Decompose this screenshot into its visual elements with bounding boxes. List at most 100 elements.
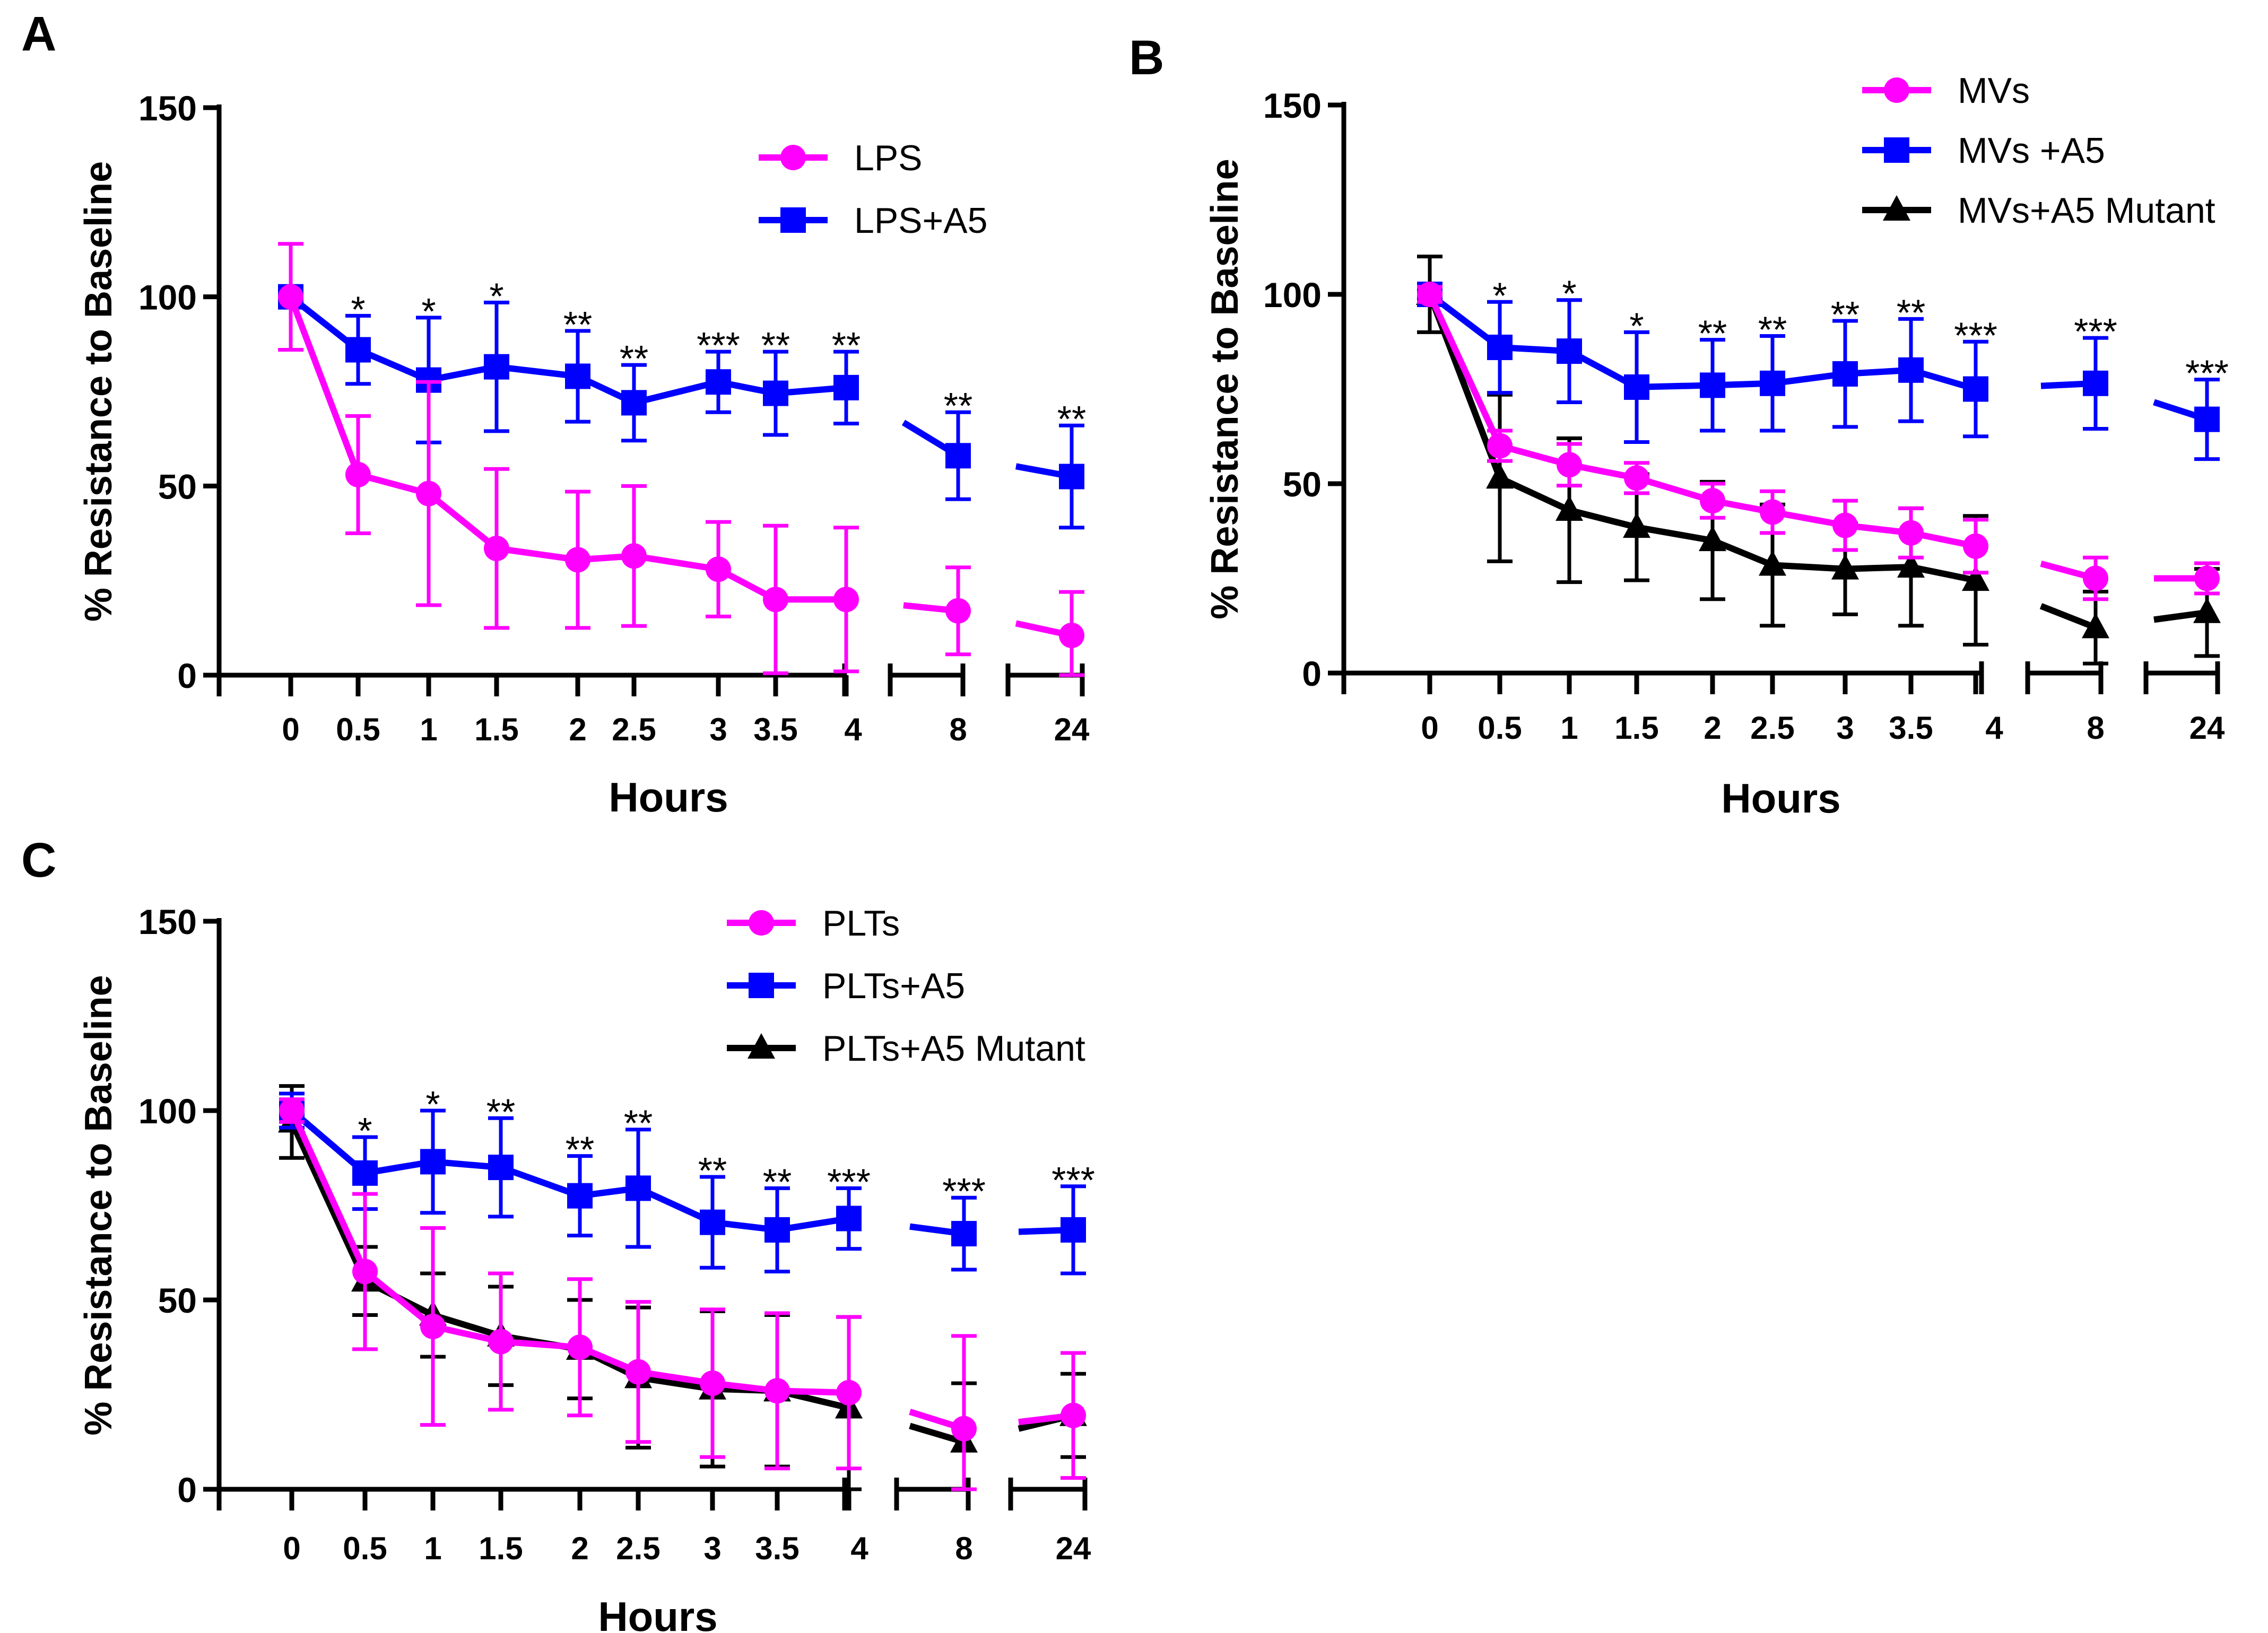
data-point	[1061, 1402, 1086, 1428]
data-point	[763, 380, 788, 406]
data-point	[352, 1160, 378, 1186]
legend-label: PLTs	[822, 903, 900, 944]
data-point	[1487, 433, 1513, 459]
significance-label: **	[761, 325, 790, 366]
legend-marker	[749, 910, 774, 936]
x-tick-label: 2.5	[1750, 710, 1794, 746]
data-point	[764, 1378, 790, 1404]
significance-label: **	[566, 1129, 594, 1171]
x-tick-label: 1.5	[479, 1531, 523, 1566]
significance-label: **	[698, 1150, 727, 1191]
legend-label: MVs+A5 Mutant	[1958, 190, 2215, 231]
data-point	[1623, 512, 1650, 538]
y-axis-title: % Resistance to Baseline	[77, 975, 120, 1435]
data-point	[625, 1359, 651, 1385]
y-tick-label: 150	[138, 902, 197, 941]
y-tick-label: 50	[1283, 465, 1322, 504]
panel-letter: C	[21, 833, 56, 887]
significance-label: **	[563, 304, 592, 345]
series-line	[2039, 603, 2097, 631]
x-tick-label: 3	[709, 712, 727, 747]
x-axis-title: Hours	[1721, 775, 1840, 822]
data-point	[836, 1379, 862, 1405]
legend-label: MVs	[1958, 71, 2030, 111]
data-point	[420, 1149, 446, 1175]
legend-label: PLTs+A5 Mutant	[822, 1028, 1085, 1069]
x-tick-label: 3.5	[753, 712, 797, 747]
data-point	[278, 284, 303, 310]
series-line	[909, 1422, 965, 1445]
data-point	[1760, 499, 1785, 525]
x-tick-label: 3.5	[755, 1531, 799, 1566]
data-point	[2083, 370, 2108, 396]
x-tick-label: 2.5	[616, 1531, 660, 1566]
x-tick-label: 0	[1421, 710, 1438, 746]
data-point	[951, 1221, 977, 1247]
data-point	[420, 1313, 446, 1339]
x-tick-label: 8	[955, 1531, 972, 1566]
y-tick-label: 100	[138, 1091, 197, 1131]
x-tick-label: 2	[571, 1531, 588, 1566]
data-point	[352, 1259, 378, 1285]
series-mvs-a5	[1417, 282, 2220, 461]
data-point	[1831, 554, 1859, 580]
data-point	[945, 598, 971, 624]
series-line	[2153, 609, 2208, 623]
data-point	[1487, 334, 1513, 360]
x-tick-label: 8	[2087, 710, 2104, 746]
data-point	[625, 1175, 651, 1201]
y-tick-label: 0	[177, 656, 197, 695]
legend: LPS LPS+A5	[759, 138, 987, 241]
y-tick-label: 100	[138, 278, 197, 317]
data-point	[1486, 463, 1514, 489]
data-point	[621, 390, 647, 416]
data-point	[565, 547, 590, 573]
data-point	[706, 556, 731, 582]
significance-label: ***	[2185, 353, 2229, 394]
data-point	[345, 461, 371, 487]
data-point	[945, 443, 971, 469]
significance-label: *	[421, 291, 436, 332]
data-point	[833, 587, 859, 613]
data-point	[836, 1206, 862, 1232]
y-tick-label: 0	[177, 1470, 197, 1509]
data-point	[1832, 512, 1858, 538]
data-point	[565, 363, 590, 389]
y-tick-label: 150	[1263, 86, 1322, 125]
significance-label: **	[1831, 294, 1859, 335]
series-plts-a5	[279, 1091, 1086, 1276]
data-point	[1061, 1217, 1086, 1243]
significance-label: *	[425, 1084, 440, 1125]
series-mvs	[1417, 282, 2220, 601]
significance-label: *	[358, 1110, 372, 1151]
x-tick-label: 24	[1054, 712, 1090, 747]
significance-label: ***	[942, 1171, 986, 1212]
data-point	[567, 1334, 593, 1360]
panel-c: C 0 50 100 150 % Resistance to Baseline 0 0.5 1 1…	[21, 833, 1095, 1633]
data-point	[1832, 361, 1858, 387]
legend-label: PLTs+A5	[822, 966, 965, 1006]
data-point	[1699, 526, 1726, 552]
data-point	[488, 1155, 514, 1181]
x-tick-label: 0.5	[1478, 710, 1522, 746]
x-tick-label: 4	[850, 1531, 868, 1566]
x-tick-label: 4	[844, 712, 862, 747]
x-tick-label: 0	[283, 1531, 300, 1566]
x-axis-title: Hours	[609, 774, 728, 820]
x-tick-label: 1.5	[1614, 710, 1658, 746]
data-point	[488, 1329, 514, 1355]
x-axis-title: Hours	[598, 1593, 717, 1633]
data-point	[1557, 338, 1582, 364]
x-tick-label: 24	[1056, 1531, 1091, 1566]
y-axis-title: % Resistance to Baseline	[77, 161, 120, 622]
data-point	[2194, 406, 2220, 432]
significance-label: ***	[2074, 311, 2117, 352]
data-point	[951, 1416, 977, 1442]
data-point	[1624, 374, 1649, 400]
x-tick-label: 24	[2189, 710, 2225, 746]
series-plts	[279, 1097, 1086, 1491]
significance-label: *	[1562, 273, 1576, 315]
x-tick-label: 2	[1704, 710, 1721, 746]
y-tick-label: 0	[1302, 654, 1322, 693]
panel-letter: A	[21, 7, 56, 61]
